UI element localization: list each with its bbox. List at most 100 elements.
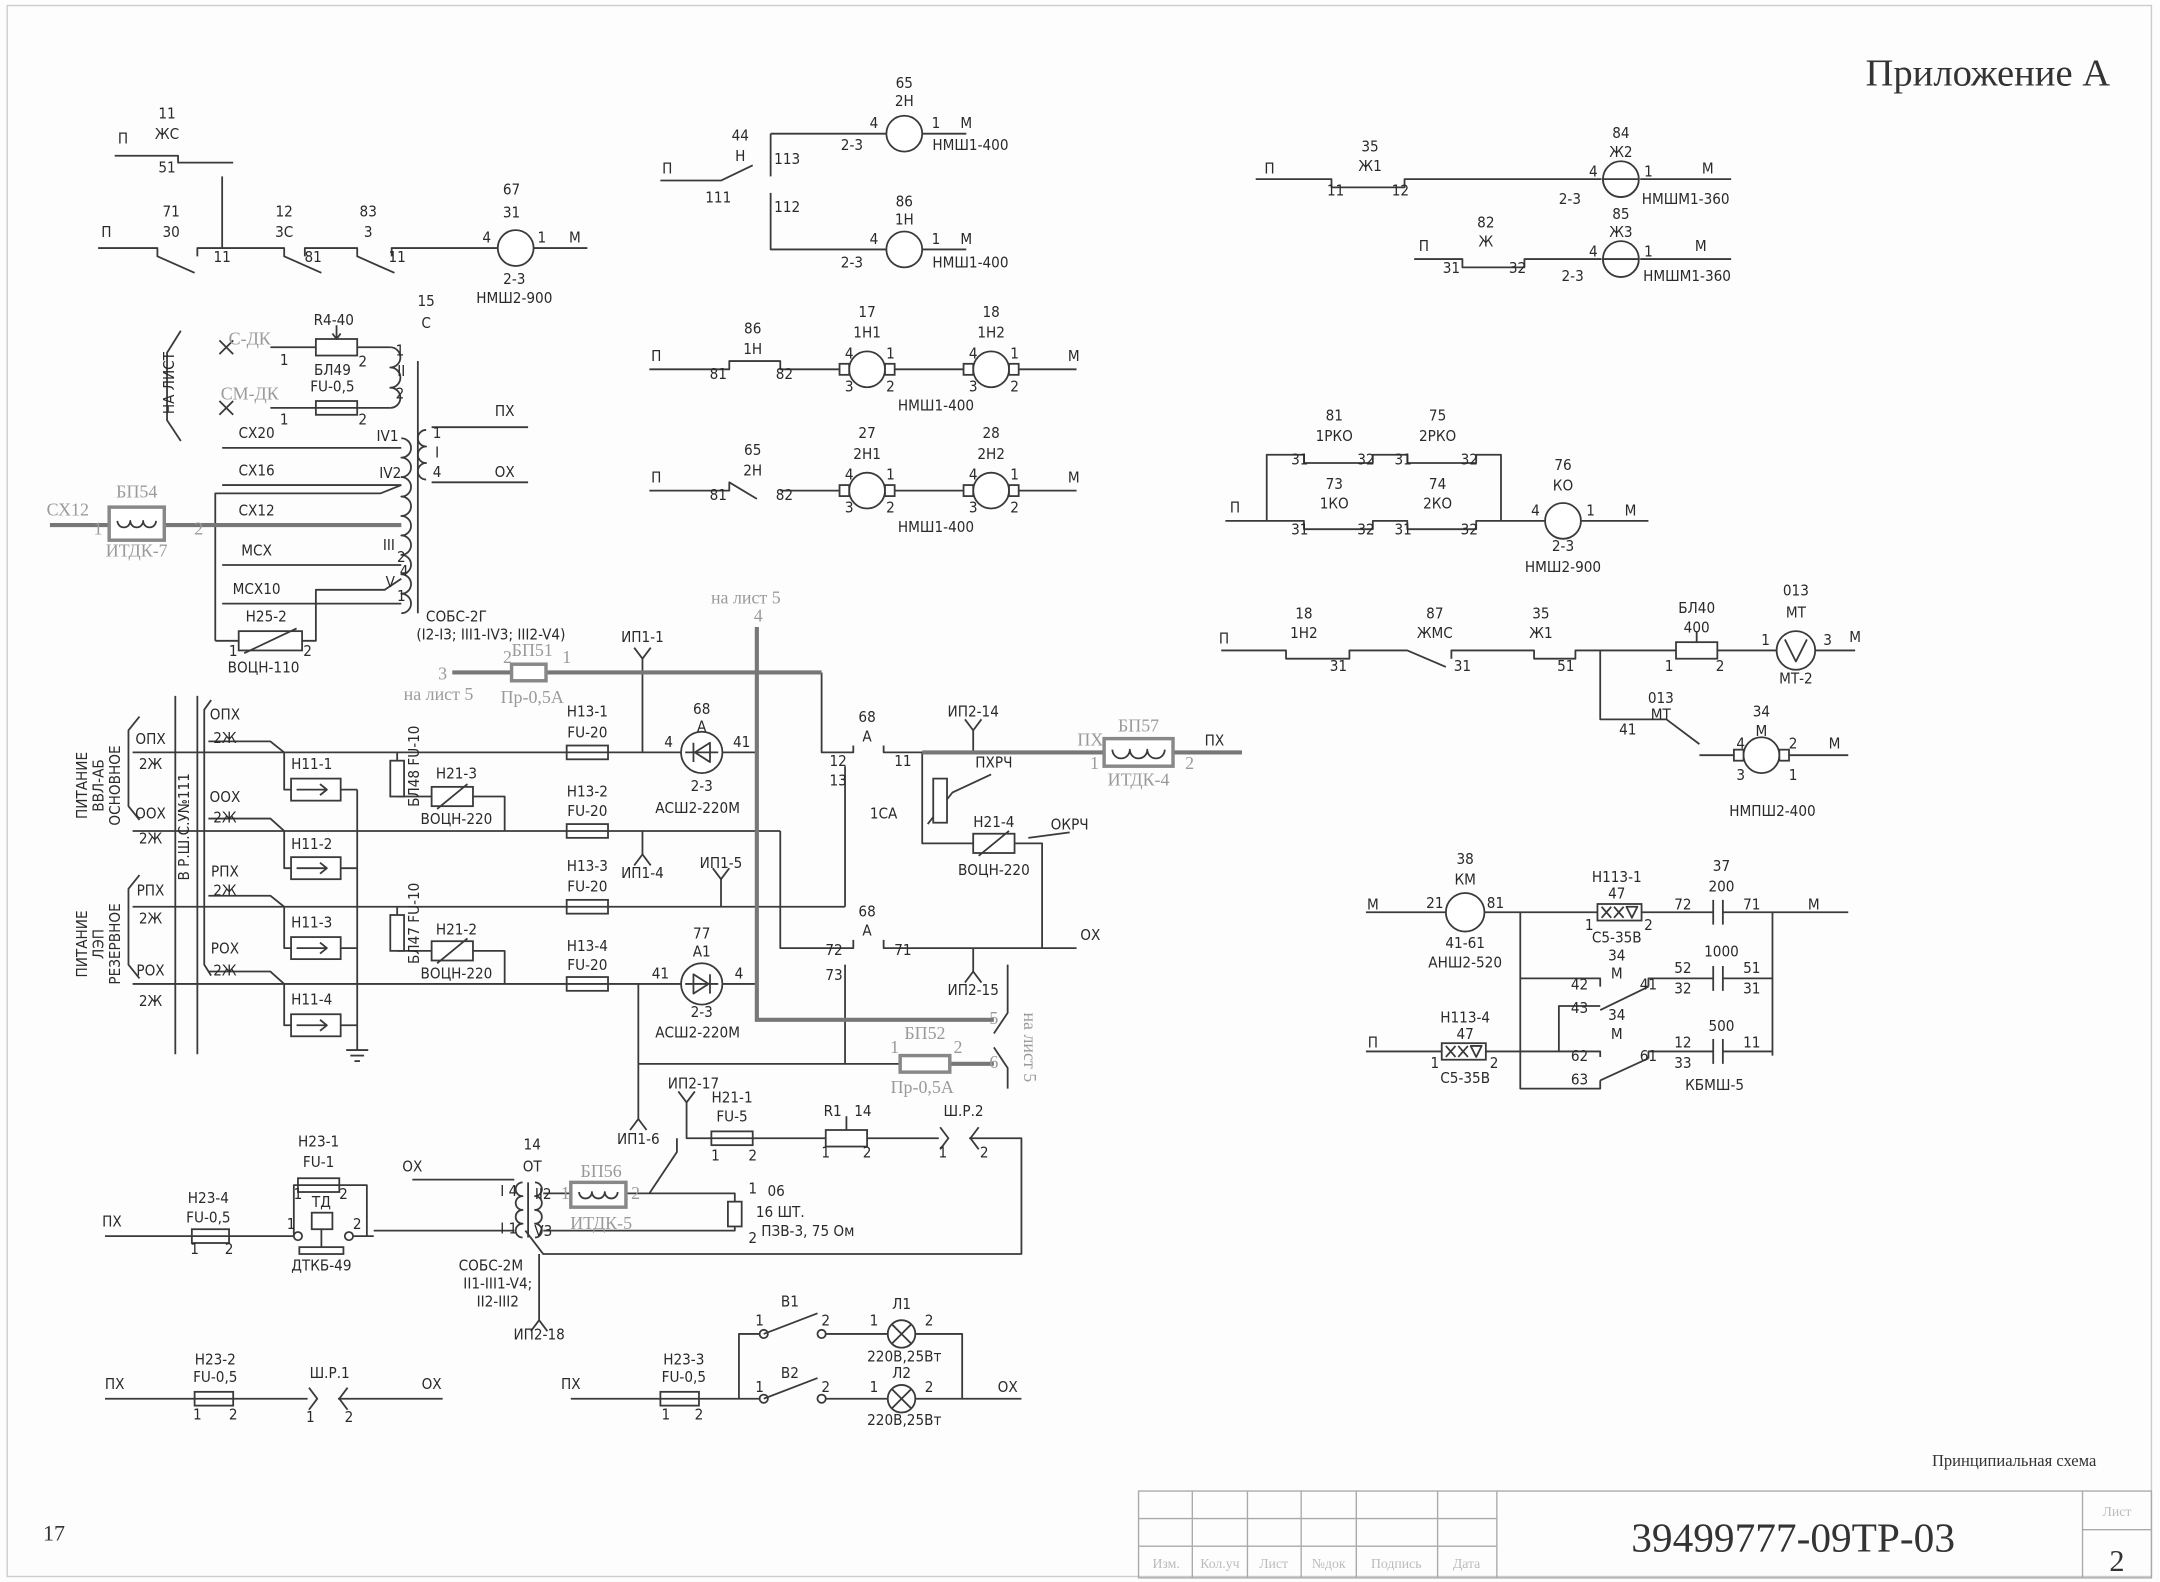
label-km-circuit: 37	[1713, 857, 1730, 875]
label-motors-right: 1	[1644, 242, 1653, 260]
label-transformer-c: 1	[280, 351, 289, 369]
label-signal-ts: 3	[364, 223, 373, 241]
label-lamps: FU-0,5	[662, 1368, 706, 1386]
label-lower-left: 1	[821, 1144, 830, 1162]
wire	[769, 192, 887, 251]
label-power-supply: FU-20	[567, 878, 607, 896]
label-motors-right: Ж1	[1358, 157, 1381, 175]
relay-symbol	[848, 350, 886, 389]
label-motors-right: 35	[1532, 605, 1549, 623]
label-power-supply: 4	[754, 606, 763, 626]
label-transformer-c: СХ12	[47, 499, 89, 519]
wire	[685, 1102, 712, 1140]
wire	[166, 330, 182, 442]
label-motors-middle: 1Н1	[853, 324, 881, 342]
relay-symbol	[496, 229, 535, 267]
label-motors-right: 2-3	[1552, 537, 1574, 555]
diode-symbol	[685, 973, 719, 995]
label-transformer-c: III	[383, 536, 395, 554]
label-lamps: 1	[193, 1405, 202, 1423]
label-transformer-c: R4-40	[314, 311, 354, 329]
wire	[1647, 977, 1714, 987]
label-transformer-c: 1	[397, 587, 406, 605]
label-lower-left: ПЗВ-3, 75 Ом	[761, 1222, 854, 1240]
label-km-circuit: 41-61	[1445, 934, 1485, 952]
diode-symbol	[685, 741, 719, 763]
label-motors-middle: НМШ1-400	[932, 136, 1008, 154]
connector-symbol	[939, 1126, 980, 1150]
label-lamps: Н23-3	[663, 1350, 704, 1368]
wire	[649, 481, 758, 500]
label-motors-middle: 86	[896, 193, 913, 211]
label-transformer-c: 1	[396, 342, 405, 360]
label-motors-right: 1	[1789, 766, 1798, 784]
title-column-ndok: №док	[1312, 1556, 1346, 1571]
relay-symbol	[885, 230, 924, 269]
label-km-circuit: 11	[1743, 1033, 1760, 1051]
label-km-circuit: 1	[1585, 916, 1594, 934]
label-transformer-c: 1	[433, 424, 442, 442]
label-power-supply: 11	[894, 752, 911, 770]
label-signal-ts: 12	[276, 202, 293, 220]
label-lamps: 1	[755, 1312, 764, 1330]
label-power-supply: ПХРЧ	[975, 754, 1012, 772]
label-lamps: В2	[781, 1364, 799, 1382]
relay-terminal-symbol	[1778, 748, 1790, 762]
label-km-circuit: 62	[1571, 1047, 1588, 1065]
label-lower-left: 14	[524, 1135, 541, 1153]
label-transformer-c: С	[421, 314, 431, 332]
label-signal-ts: 83	[360, 202, 377, 220]
label-power-supply: на лист 5	[404, 684, 474, 704]
label-power-supply: 71	[894, 941, 911, 959]
label-motors-middle: 1Н2	[977, 324, 1005, 342]
label-km-circuit: 33	[1674, 1054, 1691, 1072]
label-power-supply: 72	[825, 941, 842, 959]
cross-mark-icon	[218, 339, 234, 416]
label-signal-ts: 11	[389, 248, 406, 266]
label-motors-right: 013	[1648, 689, 1674, 707]
wiring	[49, 132, 1856, 1400]
label-power-supply: ИП1-6	[617, 1130, 660, 1148]
wire	[1450, 649, 1677, 660]
label-lamps: 1	[306, 1408, 315, 1426]
wire	[754, 627, 994, 1022]
label-lower-left: ПХ	[102, 1212, 122, 1230]
resistor-symbol	[1675, 641, 1719, 660]
wire	[1266, 520, 1546, 531]
label-power-supply: ОПХ	[210, 705, 240, 723]
label-motors-right: 41	[1619, 721, 1636, 739]
wire	[208, 894, 292, 949]
label-power-supply: 41	[652, 964, 669, 982]
label-motors-middle: НМШ1-400	[932, 253, 1008, 271]
label-lower-left: 1	[190, 1240, 199, 1258]
wire	[1225, 453, 1502, 522]
label-lamps: ПХ	[561, 1375, 581, 1393]
relay-terminal-symbol	[1732, 748, 1745, 762]
label-lower-left: FU-1	[303, 1153, 334, 1171]
rheostat-arrow-icon	[296, 783, 328, 796]
terminal-ip-icon	[633, 647, 652, 660]
label-transformer-c: ОХ	[495, 463, 515, 481]
label-motors-right: 2	[1716, 657, 1725, 675]
relay-block-symbol	[1600, 905, 1639, 919]
label-km-circuit: 21	[1426, 894, 1443, 912]
contact-symbol	[292, 1231, 303, 1242]
label-power-supply: ООХ	[210, 788, 241, 806]
label-motors-middle: 2	[1010, 499, 1019, 517]
label-lower-left: 1	[294, 1185, 303, 1203]
label-lower-left: Н23-1	[298, 1133, 339, 1151]
label-motors-middle: 2Н	[895, 92, 914, 110]
label-power-supply: А	[862, 922, 872, 940]
label-signal-ts: 2-3	[503, 270, 525, 288]
label-lamps: 220В,25Вт	[867, 1348, 941, 1366]
label-km-circuit: 34	[1608, 947, 1625, 965]
bracket-symbol	[993, 964, 1009, 1089]
wire	[1599, 985, 1649, 1011]
label-lamps: ОХ	[422, 1375, 442, 1393]
label-power-supply: ПИТАНИЕ	[73, 752, 91, 819]
label-motors-right: 74	[1429, 475, 1446, 493]
label-motors-right: Ж	[1478, 233, 1493, 251]
fuse-symbol	[509, 662, 548, 683]
label-km-circuit: Н113-1	[1592, 868, 1642, 886]
label-transformer-c: II	[397, 362, 405, 380]
